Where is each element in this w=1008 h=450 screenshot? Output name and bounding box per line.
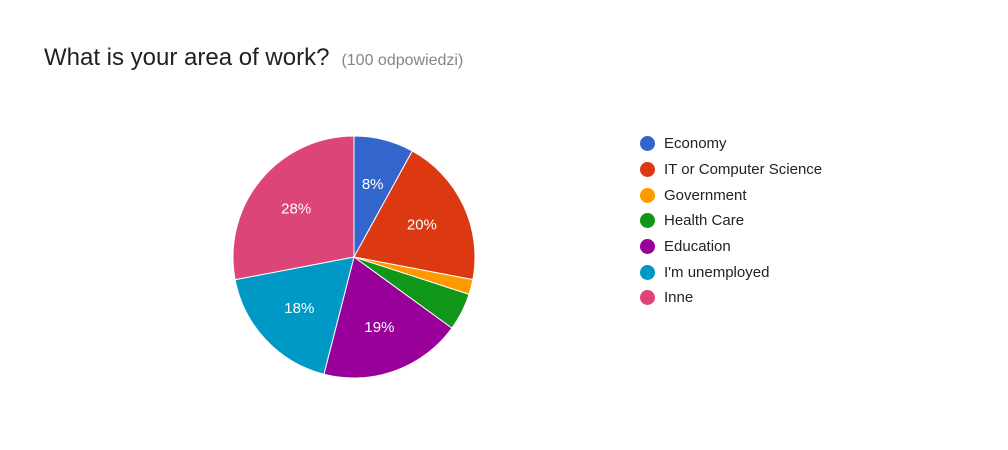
legend-item-it-or-computer-science[interactable]: IT or Computer Science <box>640 157 822 183</box>
legend-label: Economy <box>664 135 727 153</box>
question-title: What is your area of work? <box>44 44 330 71</box>
slice-label-i-m-unemployed: 18% <box>284 300 314 317</box>
legend-item-health-care[interactable]: Health Care <box>640 208 822 234</box>
legend-swatch <box>640 213 655 229</box>
legend-item-i-m-unemployed[interactable]: I'm unemployed <box>640 259 822 285</box>
legend-swatch <box>640 162 655 178</box>
legend-swatch <box>640 239 655 255</box>
pie-slice-education[interactable] <box>323 256 453 379</box>
pie-chart: 8% 20% 19% 18% 28% <box>232 135 476 379</box>
legend-label: Inne <box>664 289 694 307</box>
legend-swatch <box>640 290 655 306</box>
response-count: (100 odpowiedzi) <box>341 52 464 69</box>
legend-swatch <box>640 187 655 203</box>
legend-item-economy[interactable]: Economy <box>640 131 822 157</box>
slice-label-inne: 28% <box>281 201 311 218</box>
chart-legend: Economy IT or Computer Science Government H… <box>640 131 822 311</box>
pie-slice-inne[interactable] <box>232 135 355 281</box>
legend-item-inne[interactable]: Inne <box>640 285 822 311</box>
legend-item-government[interactable]: Government <box>640 182 822 208</box>
legend-label: Education <box>664 238 731 256</box>
question-header: What is your area of work? (100 odpowied… <box>44 44 463 72</box>
legend-swatch <box>640 264 655 280</box>
legend-swatch <box>640 136 655 152</box>
pie-slice-i-m-unemployed[interactable] <box>234 256 355 375</box>
legend-label: IT or Computer Science <box>664 161 823 179</box>
legend-item-education[interactable]: Education <box>640 234 822 260</box>
pie-slice-it-or-computer-science[interactable] <box>353 150 476 281</box>
slice-label-education: 19% <box>364 319 394 336</box>
legend-label: Health Care <box>664 212 745 230</box>
slice-label-it-or-computer-science: 20% <box>407 217 437 234</box>
slice-label-economy: 8% <box>362 176 384 193</box>
legend-label: Government <box>664 186 747 204</box>
legend-label: I'm unemployed <box>664 263 770 281</box>
